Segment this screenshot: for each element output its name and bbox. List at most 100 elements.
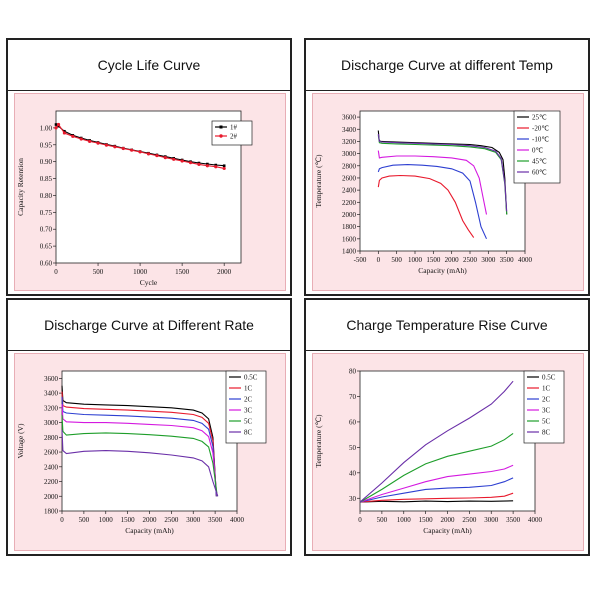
plot-area (359, 370, 536, 512)
legend-label: -10℃ (532, 136, 549, 144)
data-point (155, 153, 159, 158)
series-line-8C (359, 380, 514, 503)
x-tick-label: 0 (358, 516, 362, 524)
x-tick-label: 1000 (397, 516, 412, 524)
panel-discharge-rate: Discharge Curve at Different Rate 0 500 10… (6, 298, 292, 556)
series-line-3C (359, 464, 514, 503)
data-point (222, 166, 226, 171)
y-tick-label: 0.75 (40, 209, 53, 217)
y-tick-label: 2600 (44, 449, 59, 457)
data-point (88, 139, 92, 143)
panel-title: Discharge Curve at Different Rate (8, 300, 290, 351)
data-point (222, 164, 226, 168)
x-axis-label: Cycle (140, 278, 158, 287)
data-point (56, 122, 61, 127)
y-tick-label: 3000 (342, 150, 357, 158)
data-point (146, 152, 151, 156)
data-point (54, 123, 58, 126)
y-tick-label: 0.60 (40, 260, 53, 268)
x-tick-label: 1000 (408, 256, 423, 264)
x-tick-label: 500 (391, 256, 402, 264)
data-point (188, 161, 193, 165)
y-tick-label: 30 (349, 495, 357, 503)
legend-label: 25℃ (532, 114, 547, 122)
legend-label: 8C (244, 429, 253, 437)
series-line--10℃ (377, 164, 488, 240)
data-point (62, 131, 67, 135)
x-tick-label: 0 (54, 268, 58, 276)
y-tick-label: 2600 (342, 174, 357, 182)
y-tick-label: 1800 (44, 508, 59, 516)
x-tick-label: 2000 (143, 516, 158, 524)
x-tick-label: 2500 (164, 516, 179, 524)
x-tick-label: 2000 (445, 256, 460, 264)
y-tick-label: 3600 (342, 114, 357, 122)
x-tick-label: 4000 (518, 256, 533, 264)
legend: 1#2# (211, 120, 253, 146)
legend: 25℃ -20℃ -10℃ 0℃ 45℃ 60℃ (513, 110, 561, 184)
discharge-temp-chart: -500 0 500 1000 1500 2000 2500 3000 3500 40001400… (312, 93, 584, 291)
series-line-0.5C (359, 500, 514, 503)
series-line-2C (359, 477, 514, 503)
y-tick-label: 2200 (44, 478, 59, 486)
x-tick-label: 4000 (230, 516, 245, 524)
x-tick-label: 1000 (133, 268, 148, 276)
y-axis-label: Temperature (℃) (314, 414, 323, 468)
y-tick-label: 0.85 (40, 175, 53, 183)
legend-label: 2C (542, 396, 551, 404)
plot-area (359, 110, 526, 252)
x-tick-label: 1500 (121, 516, 136, 524)
series-line-60℃ (377, 134, 508, 212)
y-tick-label: 1800 (342, 223, 357, 231)
x-tick-label: 3000 (186, 516, 201, 524)
legend-label: 1C (542, 385, 551, 393)
legend-label: 3C (542, 407, 551, 415)
series-line-5C (61, 415, 218, 497)
x-tick-label: 3000 (484, 516, 499, 524)
legend-label: 2# (230, 133, 238, 141)
series-line-0℃ (377, 150, 488, 215)
series-line-0.5C (61, 385, 217, 497)
data-point (206, 162, 209, 166)
x-tick-label: 500 (377, 516, 388, 524)
discharge-rate-chart: 0 500 1000 1500 2000 2500 3000 3500 4000 1800 2000… (14, 353, 286, 551)
panel-discharge-temp: Discharge Curve at different Temp -500 0 5… (304, 38, 590, 296)
series-line-2C (61, 396, 217, 497)
legend-label: 2C (244, 396, 253, 404)
y-tick-label: 3200 (342, 138, 357, 146)
x-tick-label: 0 (377, 256, 381, 264)
y-tick-label: 3200 (44, 404, 59, 412)
data-point (163, 156, 167, 160)
legend-label: 0.5C (542, 374, 556, 382)
data-point (54, 126, 58, 130)
legend-label: 3C (244, 407, 253, 415)
y-tick-label: 0.90 (40, 158, 53, 166)
legend-label: 1C (244, 385, 253, 393)
y-tick-label: 2000 (44, 493, 59, 501)
y-tick-label: 0.65 (40, 243, 53, 251)
x-tick-label: 1000 (99, 516, 114, 524)
y-tick-label: 2400 (44, 463, 59, 471)
panel-title: Charge Temperature Rise Curve (306, 300, 588, 351)
y-tick-label: 3400 (44, 390, 59, 398)
data-point (180, 159, 184, 163)
data-point (205, 164, 209, 168)
y-tick-label: 0.95 (40, 141, 53, 149)
legend-label: 60℃ (532, 169, 547, 177)
data-point (57, 124, 60, 128)
y-tick-label: 0.70 (40, 226, 53, 234)
legend-label: 5C (244, 418, 253, 426)
panel-title: Discharge Curve at different Temp (306, 40, 588, 91)
legend-label: 0℃ (532, 147, 544, 155)
x-tick-label: 3000 (481, 256, 496, 264)
y-tick-label: 2000 (342, 211, 357, 219)
data-point (214, 165, 218, 169)
x-tick-label: 0 (60, 516, 64, 524)
x-tick-label: 500 (93, 268, 104, 276)
legend-marker (219, 125, 223, 129)
plot-area (61, 370, 238, 512)
y-tick-label: 40 (349, 469, 357, 477)
x-tick-label: 1500 (175, 268, 190, 276)
series-line-3C (61, 404, 218, 497)
data-point (104, 143, 109, 147)
